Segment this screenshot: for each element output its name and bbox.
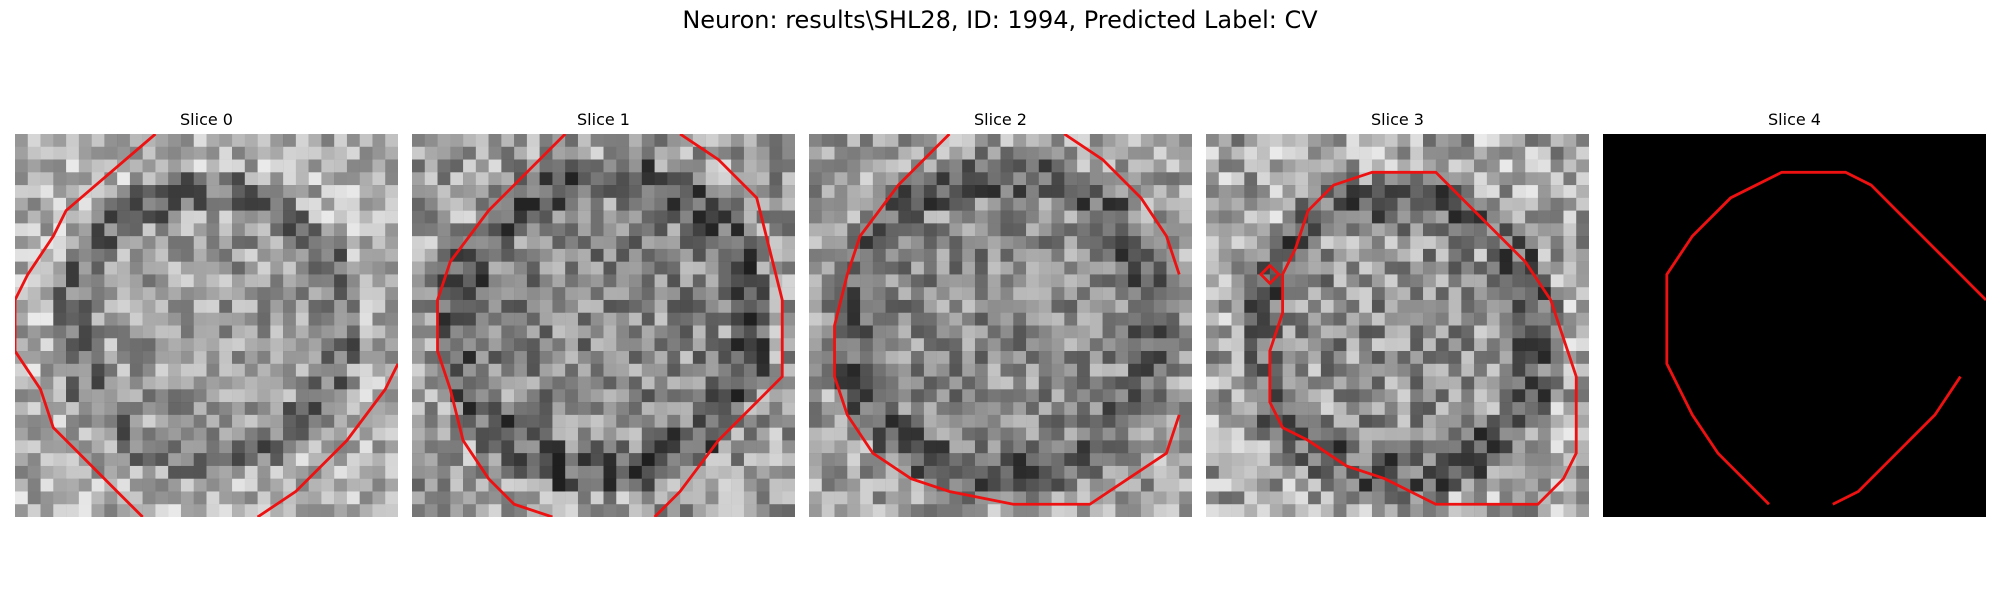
slice-image-svg: [15, 134, 398, 517]
contour-line: [436, 134, 784, 517]
contour-line: [1268, 170, 1578, 506]
slice-panel-0: Slice 0: [15, 108, 398, 517]
slice-image: [1603, 134, 1986, 517]
slice-image: [809, 134, 1192, 517]
pixel-grid: [1206, 134, 1589, 517]
slice-image: [1206, 134, 1589, 517]
slice-panel-2: Slice 2: [809, 108, 1192, 517]
slice-title: Slice 2: [974, 110, 1027, 129]
slice-image-svg: [809, 134, 1192, 517]
contour-line: [833, 134, 1181, 506]
contour-line: [1665, 170, 1986, 506]
slice-title: Slice 3: [1371, 110, 1424, 129]
slice-panel-1: Slice 1: [412, 108, 795, 517]
slice-image-svg: [1206, 134, 1589, 517]
pixel-grid: [412, 134, 795, 517]
contour-marker: [1258, 263, 1281, 286]
slice-title: Slice 1: [577, 110, 630, 129]
contour-line: [15, 134, 398, 517]
slice-image-svg: [1603, 134, 1986, 517]
pixel-grid: [809, 134, 1192, 517]
slice-panel-4: Slice 4: [1603, 108, 1986, 517]
slice-image: [15, 134, 398, 517]
slice-panel-3: Slice 3: [1206, 108, 1589, 517]
slice-image-svg: [412, 134, 795, 517]
slice-title: Slice 0: [180, 110, 233, 129]
slice-image: [412, 134, 795, 517]
pixel-grid: [1603, 134, 1986, 517]
figure-title: Neuron: results\SHL28, ID: 1994, Predict…: [682, 6, 1318, 34]
slice-title: Slice 4: [1768, 110, 1821, 129]
pixel-grid: [15, 134, 398, 517]
